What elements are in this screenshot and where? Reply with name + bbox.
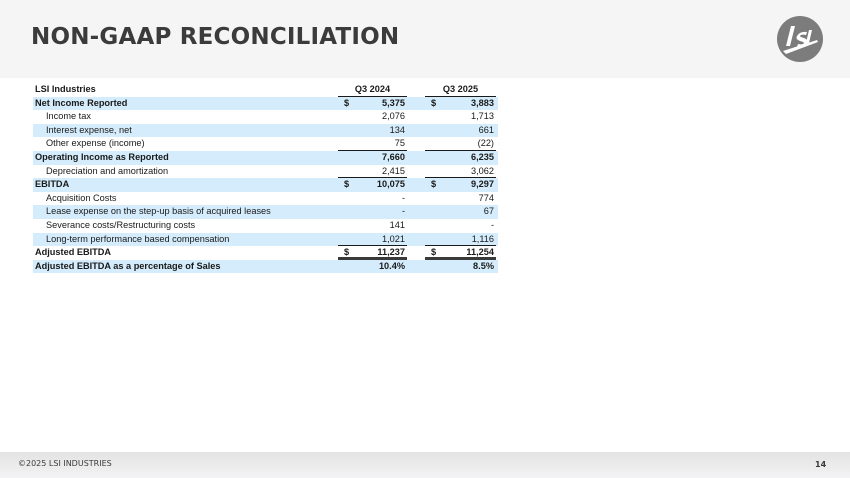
table-row: Depreciation and amortization 2,415 3,06… (33, 165, 498, 179)
underline (425, 245, 496, 247)
value-q3-2025: 6,235 (471, 151, 494, 162)
table-row: Severance costs/Restructuring costs 141 … (33, 219, 498, 233)
row-label: Operating Income as Reported (35, 151, 169, 162)
value-q3-2025: (22) (477, 138, 494, 149)
row-label: Lease expense on the step-up basis of ac… (46, 206, 271, 217)
value-q3-2024: 7,660 (382, 151, 405, 162)
reconciliation-table: LSI Industries Q3 2024 Q3 2025 Net Incom… (33, 83, 498, 274)
value-q3-2025: 3,883 (471, 97, 494, 108)
table-row: Long-term performance based compensation… (33, 232, 498, 247)
table-row: EBITDA $ 10,075 $ 9,297 (33, 178, 498, 192)
value-q3-2025: 9,297 (471, 179, 494, 190)
currency-symbol: $ (344, 97, 350, 108)
double-underline (425, 257, 496, 260)
slide-footer: ©2025 LSI INDUSTRIES 14 (0, 452, 850, 478)
row-label: Adjusted EBITDA as a percentage of Sales (35, 260, 221, 271)
page-number: 14 (815, 460, 827, 469)
value-q3-2025: 11,254 (466, 247, 494, 258)
double-underline (338, 257, 407, 260)
row-label: Adjusted EBITDA (35, 247, 112, 258)
table-row: Income tax 2,076 1,713 (33, 110, 498, 124)
underline (338, 177, 407, 179)
value-q3-2025: 774 (478, 192, 494, 203)
row-label: Interest expense, net (46, 124, 132, 135)
lsi-logo-icon (777, 16, 823, 62)
value-q3-2025: 67 (483, 206, 494, 217)
value-q3-2024: 10.4% (378, 260, 405, 271)
value-q3-2024: 5,375 (382, 97, 405, 108)
row-label: EBITDA (35, 179, 70, 190)
row-label: Income tax (46, 111, 91, 122)
value-q3-2024: 141 (389, 219, 405, 230)
table-row: Net Income Reported $ 5,375 $ 3,883 (33, 96, 498, 111)
row-label: Other expense (income) (46, 138, 145, 149)
underline (338, 95, 407, 97)
table-row: Interest expense, net 134 661 (33, 123, 498, 138)
table-row: Acquisition Costs - 774 (33, 192, 498, 206)
underline (425, 177, 496, 179)
value-q3-2024: 75 (394, 138, 405, 149)
column-header-q3-2024: Q3 2024 (354, 84, 391, 94)
value-q3-2025: - (490, 219, 494, 230)
currency-symbol: $ (344, 179, 350, 190)
value-q3-2025: 8.5% (473, 260, 494, 271)
table-row: Operating Income as Reported 7,660 6,235 (33, 150, 498, 165)
value-q3-2024: - (401, 206, 405, 217)
value-q3-2024: 134 (389, 124, 405, 135)
copyright-text: ©2025 LSI INDUSTRIES (18, 459, 112, 468)
currency-symbol: $ (431, 97, 437, 108)
table-row: Other expense (income) 75 (22) (33, 137, 498, 151)
currency-symbol: $ (431, 179, 437, 190)
row-label: Net Income Reported (35, 97, 128, 108)
table-header-row: LSI Industries Q3 2024 Q3 2025 (33, 83, 498, 97)
currency-symbol: $ (431, 247, 437, 258)
slide-title: NON-GAAP RECONCILIATION (31, 24, 400, 50)
row-label: Long-term performance based compensation (46, 233, 230, 244)
value-q3-2024: 11,237 (377, 247, 405, 258)
currency-symbol: $ (344, 247, 350, 258)
underline (425, 149, 496, 151)
table-row: Adjusted EBITDA $ 11,237 $ 11,254 (33, 246, 498, 260)
value-q3-2024: 1,021 (382, 233, 405, 244)
value-q3-2025: 3,062 (471, 165, 494, 176)
value-q3-2025: 1,116 (471, 233, 494, 244)
company-label: LSI Industries (35, 84, 96, 94)
underline (425, 95, 496, 97)
table-row: Lease expense on the step-up basis of ac… (33, 205, 498, 219)
row-label: Depreciation and amortization (46, 165, 169, 176)
underline (338, 245, 407, 247)
underline (338, 149, 407, 151)
column-header-q3-2025: Q3 2025 (442, 84, 479, 94)
table-row: Adjusted EBITDA as a percentage of Sales… (33, 259, 498, 274)
value-q3-2025: 1,713 (471, 111, 494, 122)
value-q3-2024: 10,075 (376, 179, 405, 190)
row-label: Severance costs/Restructuring costs (46, 219, 196, 230)
value-q3-2025: 661 (478, 124, 494, 135)
value-q3-2024: 2,415 (382, 165, 405, 176)
value-q3-2024: - (401, 192, 405, 203)
value-q3-2024: 2,076 (382, 111, 405, 122)
slide-header: NON-GAAP RECONCILIATION (0, 0, 850, 78)
row-label: Acquisition Costs (46, 192, 117, 203)
